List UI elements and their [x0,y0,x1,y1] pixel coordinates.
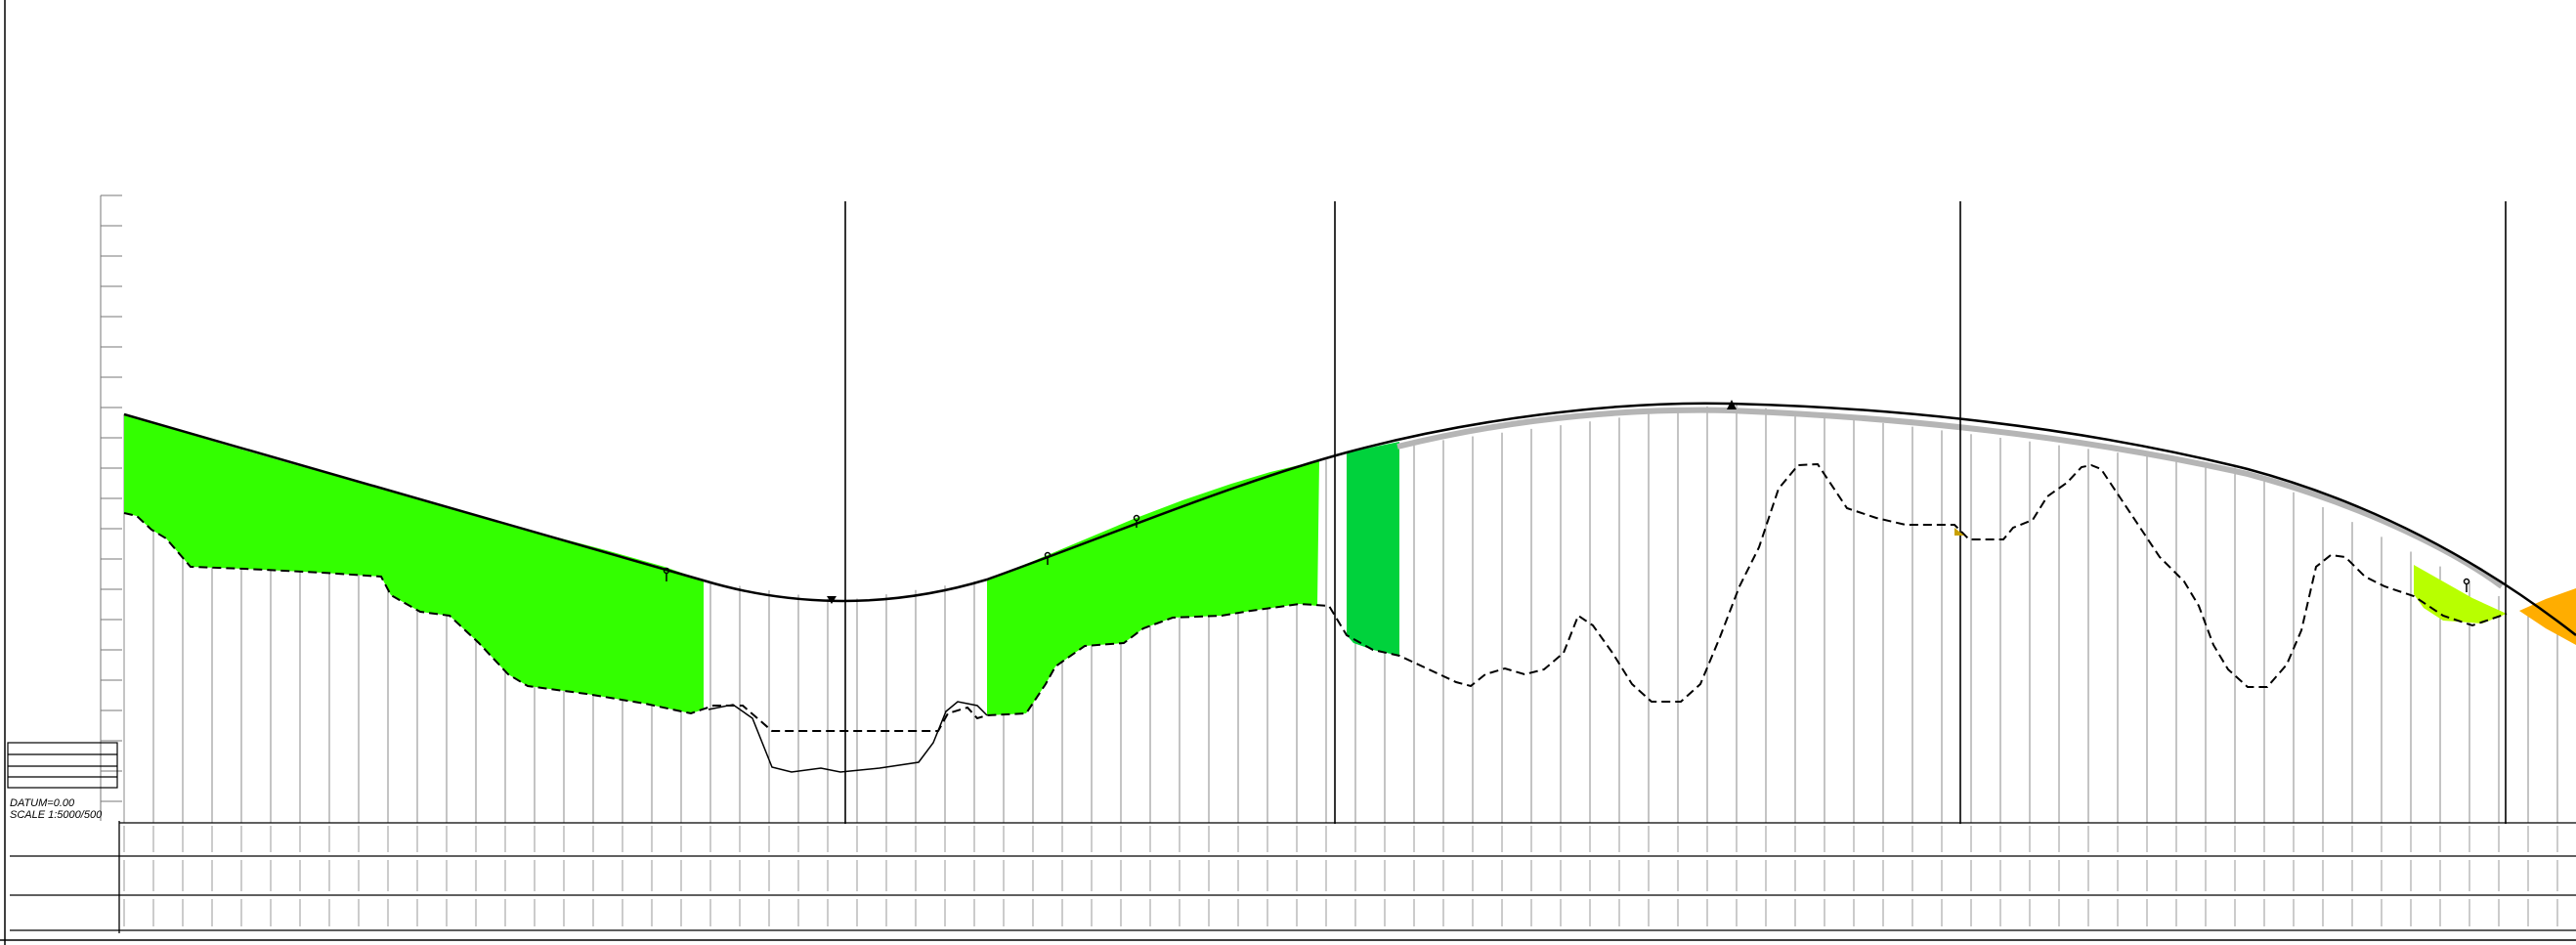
earthwork-areas [124,414,2576,715]
design-profile-line [123,402,2576,636]
cut-area-2 [987,460,1319,715]
road-shadow-band [1396,407,2504,589]
level-markers [663,514,2470,592]
profile-band-table [10,821,2576,933]
level-marker-icon [2463,578,2470,592]
fill-area-right [2414,565,2507,623]
fill-area-orange [2519,588,2576,645]
alternative-ground-line [708,701,988,773]
vertical-curve-marker-icon [827,596,837,604]
legend-box [7,742,118,789]
vertical-curve-marker-icon [1954,528,1964,536]
vertical-curve-marker-icon [1727,400,1737,409]
cut-area-1 [124,414,704,713]
major-station-lines [844,201,2507,824]
elevation-scale [100,194,122,821]
level-marker-icon [663,567,670,581]
level-marker-icon [1133,514,1140,528]
band-table-ticks [123,826,2558,926]
existing-ground-line [123,462,2508,732]
scale-label: SCALE 1:5000/500 [10,809,103,821]
cut-area-dark [1347,442,1399,656]
datum-label: DATUM=0.00 [10,797,75,809]
level-marker-icon [1044,551,1052,565]
